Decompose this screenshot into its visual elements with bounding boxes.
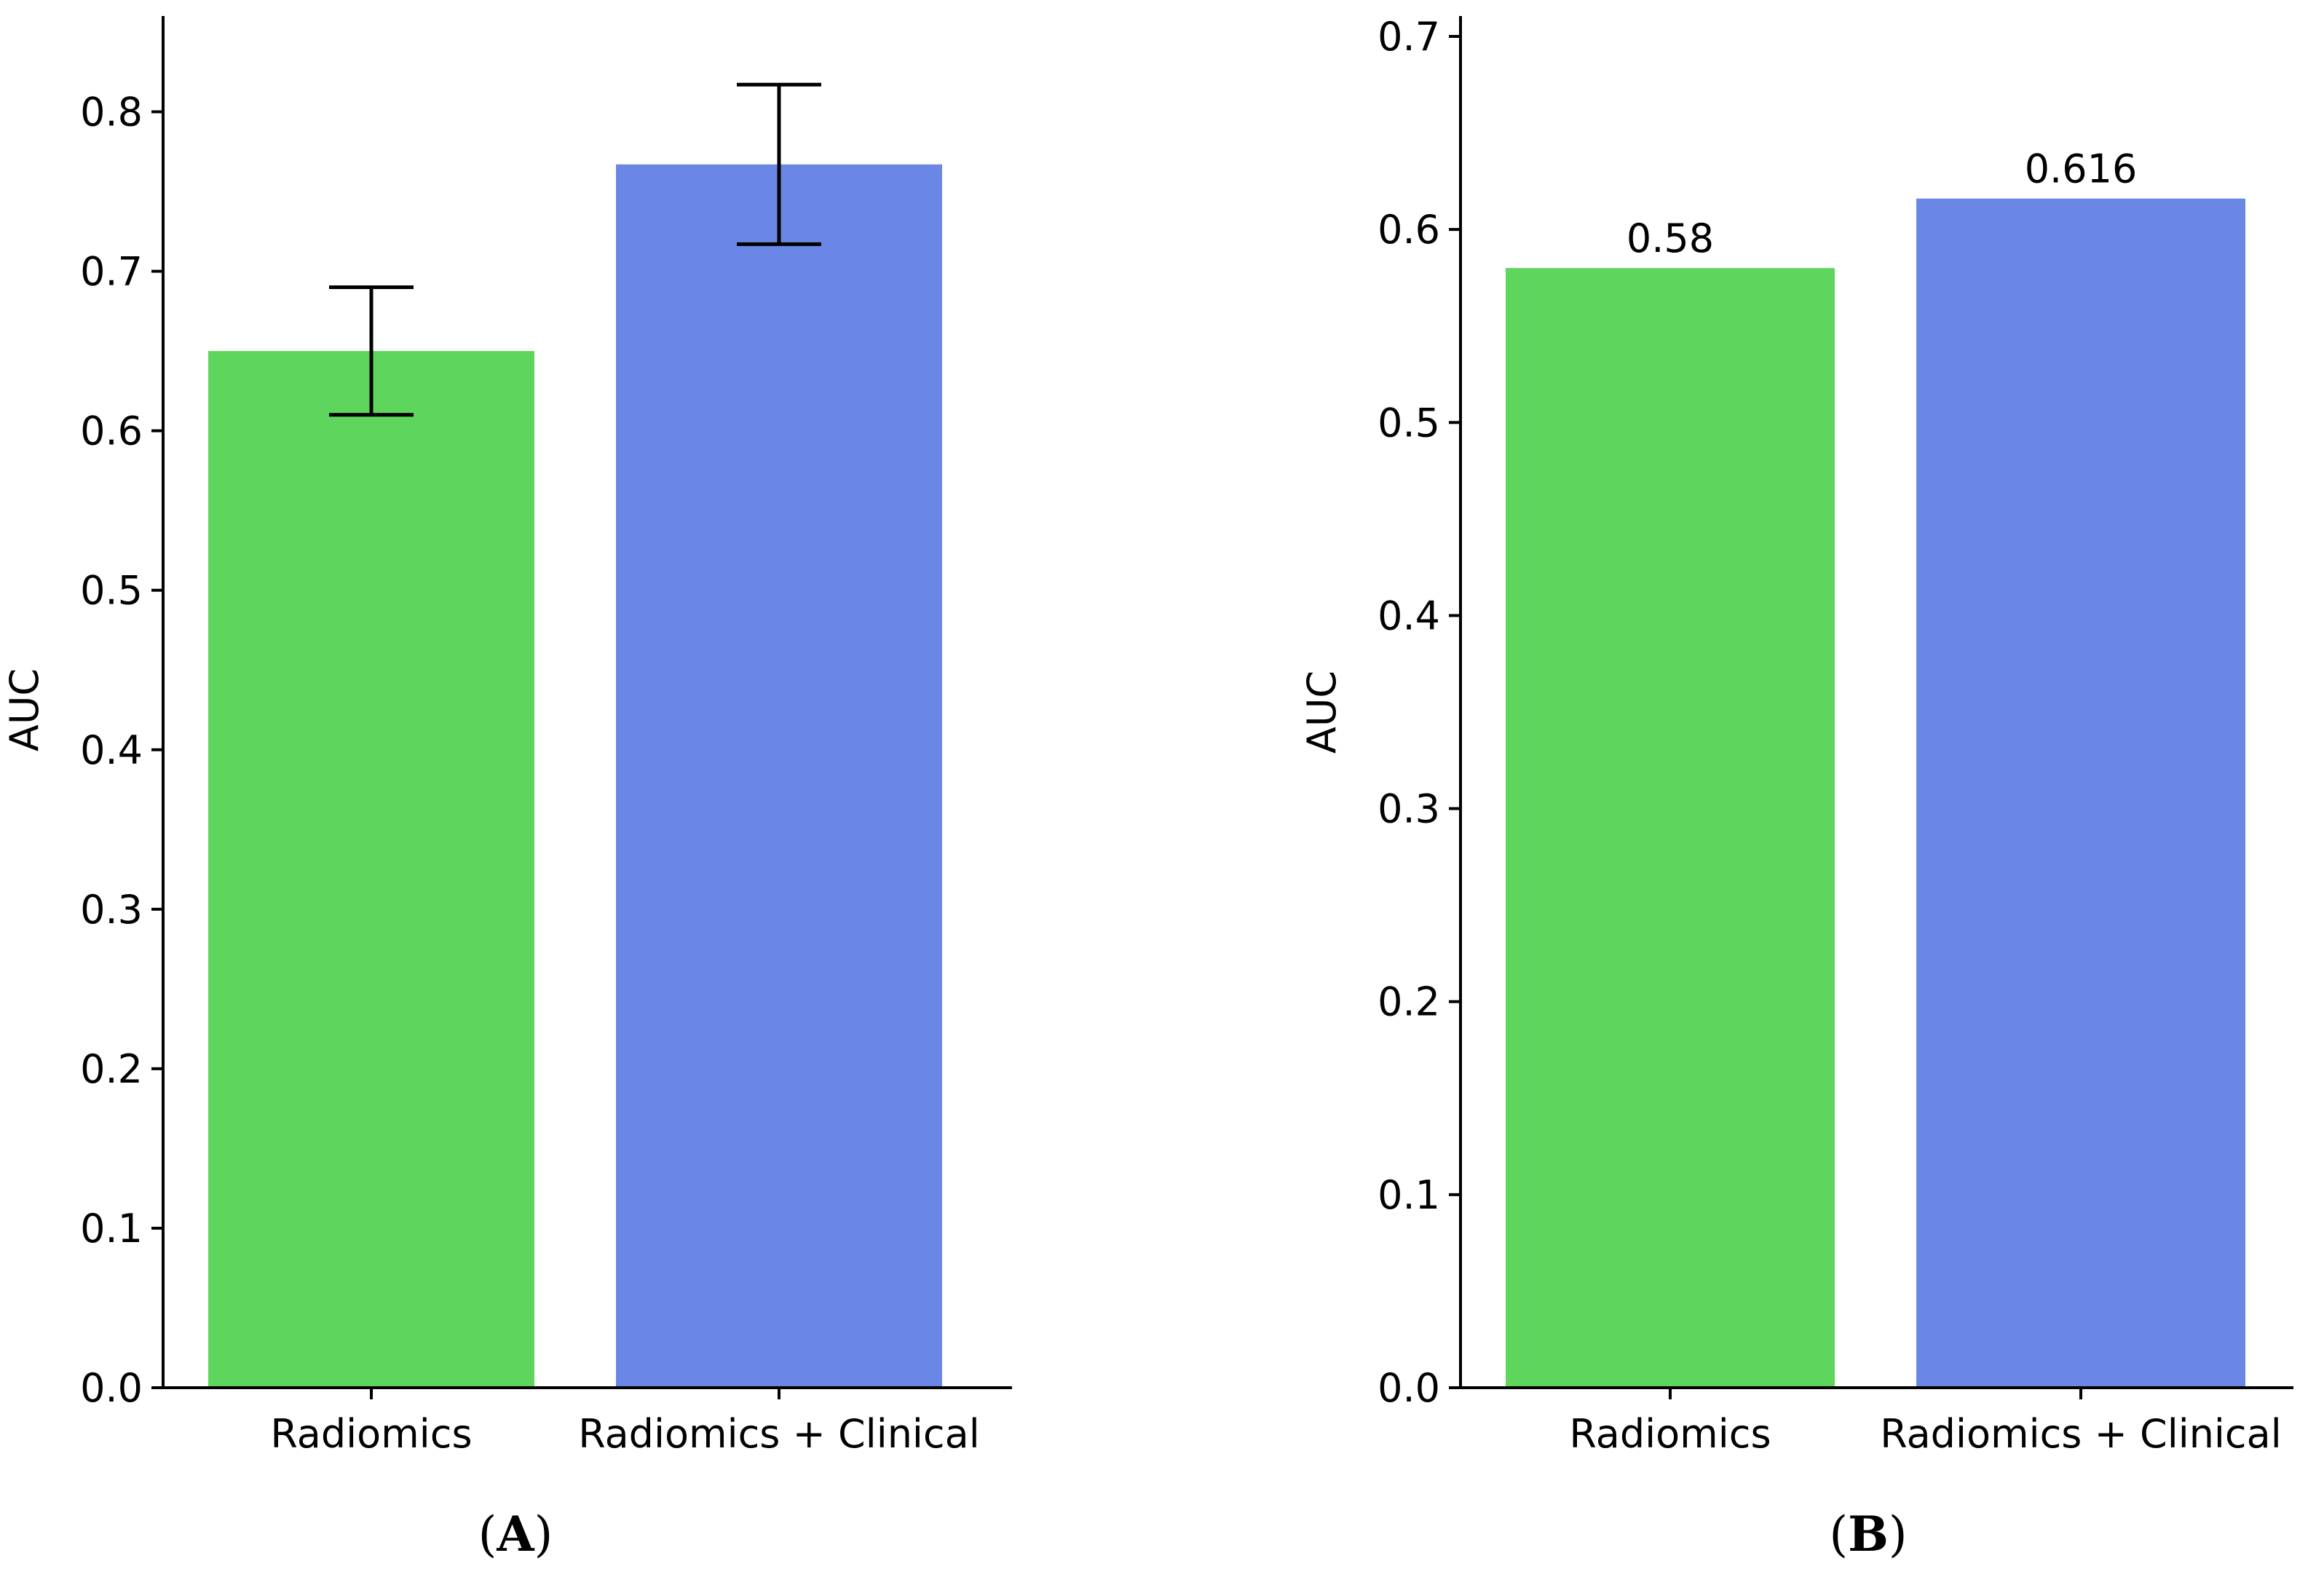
y-tick-label-1: 0.1	[1378, 1172, 1440, 1218]
panel-a: 0.0 0.1 0.2 0.3 0.4 0.5 0.6 0.7 0.8 Radiomics Radi…	[1, 16, 1012, 1562]
y-tick-label-2: 0.2	[1378, 979, 1440, 1025]
y-tick-label-6: 0.6	[1378, 207, 1440, 253]
y-tick-label-4: 0.4	[1378, 593, 1440, 639]
x-tick-label-1: Radiomics + Clinical	[578, 1411, 979, 1457]
x-tick-label-0: Radiomics	[270, 1411, 472, 1457]
y-tick-label-1: 0.1	[80, 1206, 143, 1252]
panel-label: (A)	[478, 1506, 553, 1562]
y-axis-title: AUC	[1299, 671, 1345, 754]
bar-radiomics	[208, 351, 534, 1388]
y-tick-label-3: 0.3	[80, 887, 143, 933]
y-tick-label-7: 0.7	[80, 249, 143, 295]
y-tick-label-5: 0.5	[1378, 400, 1440, 446]
y-tick-label-0: 0.0	[1378, 1365, 1440, 1411]
x-tick-label-0: Radiomics	[1569, 1411, 1771, 1457]
bar-radiomics	[1506, 268, 1835, 1388]
y-tick-label-5: 0.5	[80, 568, 143, 614]
x-tick-label-1: Radiomics + Clinical	[1880, 1411, 2281, 1457]
y-tick-label-3: 0.3	[1378, 786, 1440, 832]
y-tick-label-0: 0.0	[80, 1365, 143, 1411]
panel-label: (B)	[1829, 1506, 1907, 1562]
y-axis-title: AUC	[1, 668, 47, 751]
y-tick-label-8: 0.8	[80, 90, 143, 135]
panel-letter: A	[496, 1506, 534, 1562]
y-tick-label-7: 0.7	[1378, 14, 1440, 60]
data-label-0: 0.58	[1627, 216, 1714, 261]
panel-b: 0.58 0.616 0.0 0.1 0.2 0.3 0.4 0.5 0.6 0.7 Radiomi…	[1299, 14, 2293, 1562]
bar-radiomics-clinical	[1916, 198, 2245, 1388]
y-tick-label-6: 0.6	[80, 408, 143, 454]
panel-letter: B	[1848, 1506, 1889, 1562]
bar-radiomics-clinical	[616, 164, 942, 1388]
y-tick-label-4: 0.4	[80, 727, 143, 773]
data-label-1: 0.616	[2025, 146, 2138, 192]
y-tick-label-2: 0.2	[80, 1046, 143, 1092]
